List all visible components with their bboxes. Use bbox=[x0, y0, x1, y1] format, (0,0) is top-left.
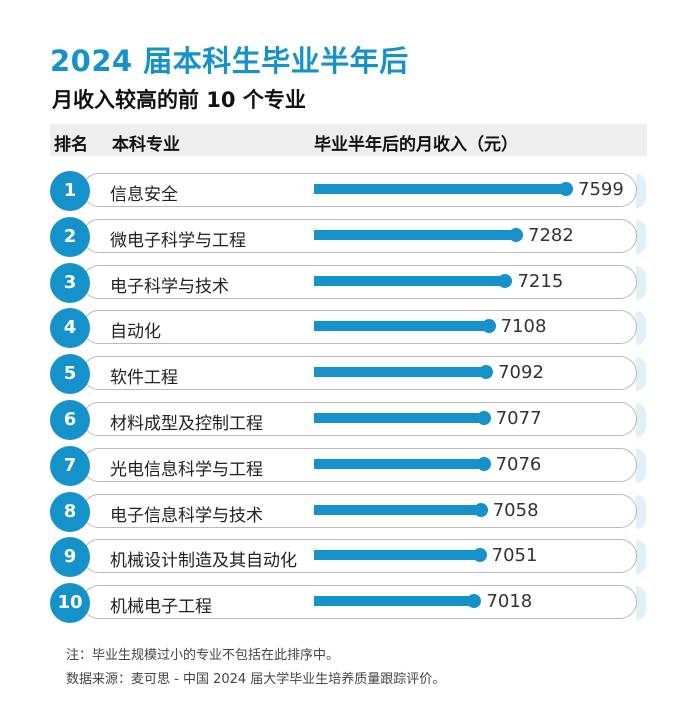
chart-row: 9 机械设计制造及其自动化 7051 bbox=[0, 537, 690, 578]
value-label: 7077 bbox=[495, 408, 542, 429]
bar-end-dot bbox=[509, 227, 524, 242]
row-accent bbox=[636, 448, 646, 483]
income-bar bbox=[314, 550, 480, 561]
major-label: 自动化 bbox=[110, 322, 161, 343]
data-source: 数据来源：麦可思 - 中国 2024 届大学毕业生培养质量跟踪评价。 bbox=[66, 672, 446, 687]
table-header: 排名 本科专业 毕业半年后的月收入（元） bbox=[50, 124, 647, 156]
major-label: 光电信息科学与工程 bbox=[110, 459, 263, 480]
income-bar bbox=[314, 184, 566, 194]
chart-row: 1 信息安全 7599 bbox=[0, 171, 690, 211]
income-bar bbox=[314, 367, 487, 378]
header-major: 本科专业 bbox=[112, 135, 180, 155]
bar-end-dot bbox=[476, 456, 491, 471]
chart-row: 6 材料成型及控制工程 7077 bbox=[0, 400, 690, 440]
income-bar bbox=[314, 596, 475, 607]
value-label: 7599 bbox=[578, 179, 624, 200]
bar-end-dot bbox=[476, 411, 491, 425]
row-accent bbox=[636, 219, 646, 254]
footnote: 注：毕业生规模过小的专业不包括在此排序中。 bbox=[66, 648, 340, 663]
row-accent bbox=[636, 403, 646, 437]
chart-row: 3 电子科学与技术 7215 bbox=[0, 262, 690, 303]
income-bar bbox=[314, 504, 481, 515]
rank-badge: 4 bbox=[50, 308, 90, 349]
chart-row: 7 光电信息科学与工程 7076 bbox=[0, 445, 690, 486]
header-income: 毕业半年后的月收入（元） bbox=[314, 135, 518, 155]
row-accent bbox=[636, 311, 646, 346]
income-bar bbox=[314, 413, 484, 423]
value-label: 7092 bbox=[498, 362, 544, 384]
rank-badge: 2 bbox=[50, 216, 90, 257]
major-label: 材料成型及控制工程 bbox=[110, 414, 263, 434]
row-accent bbox=[636, 494, 646, 529]
income-bar bbox=[314, 458, 484, 469]
bar-end-dot bbox=[472, 548, 487, 563]
row-accent bbox=[636, 357, 646, 392]
major-label: 信息安全 bbox=[110, 185, 178, 205]
chart-row: 10 机械电子工程 7018 bbox=[0, 583, 690, 624]
row-accent bbox=[636, 540, 646, 575]
bar-end-dot bbox=[559, 182, 573, 196]
major-label: 电子科学与技术 bbox=[110, 276, 229, 297]
major-label: 机械设计制造及其自动化 bbox=[110, 551, 297, 572]
chart-subtitle: 月收入较高的前 10 个专业 bbox=[52, 88, 306, 112]
income-bar bbox=[314, 275, 506, 286]
header-rank: 排名 bbox=[54, 135, 88, 155]
value-label: 7058 bbox=[492, 499, 539, 521]
rank-badge: 9 bbox=[50, 537, 90, 578]
row-accent bbox=[636, 174, 646, 208]
chart-row: 4 自动化 7108 bbox=[0, 308, 690, 349]
row-accent bbox=[636, 586, 646, 621]
rank-badge: 8 bbox=[50, 491, 90, 532]
rank-badge: 5 bbox=[50, 354, 90, 395]
bar-end-dot bbox=[498, 273, 513, 288]
major-label: 机械电子工程 bbox=[110, 597, 212, 618]
value-label: 7076 bbox=[495, 453, 542, 475]
chart-row: 2 微电子科学与工程 7282 bbox=[0, 216, 690, 257]
rank-badge: 10 bbox=[50, 583, 90, 624]
rank-badge: 1 bbox=[50, 171, 90, 211]
major-label: 软件工程 bbox=[110, 368, 178, 389]
value-label: 7108 bbox=[500, 316, 547, 338]
bar-end-dot bbox=[481, 319, 496, 334]
bar-end-dot bbox=[473, 502, 488, 517]
rank-badge: 7 bbox=[50, 445, 90, 486]
rank-badge: 3 bbox=[50, 262, 90, 303]
major-label: 微电子科学与工程 bbox=[110, 230, 246, 251]
chart-row: 5 软件工程 7092 bbox=[0, 354, 690, 395]
chart-title: 2024 届本科生毕业半年后 bbox=[50, 44, 409, 78]
income-bar bbox=[314, 229, 517, 240]
bar-end-dot bbox=[467, 594, 482, 609]
major-label: 电子信息科学与技术 bbox=[110, 505, 263, 526]
row-accent bbox=[636, 265, 646, 300]
value-label: 7018 bbox=[486, 591, 533, 613]
value-label: 7215 bbox=[517, 270, 564, 292]
chart-row: 8 电子信息科学与技术 7058 bbox=[0, 491, 690, 532]
value-label: 7282 bbox=[528, 224, 574, 246]
value-label: 7051 bbox=[491, 545, 538, 567]
rank-badge: 6 bbox=[50, 400, 90, 440]
income-bar bbox=[314, 321, 489, 332]
bar-end-dot bbox=[479, 365, 494, 380]
